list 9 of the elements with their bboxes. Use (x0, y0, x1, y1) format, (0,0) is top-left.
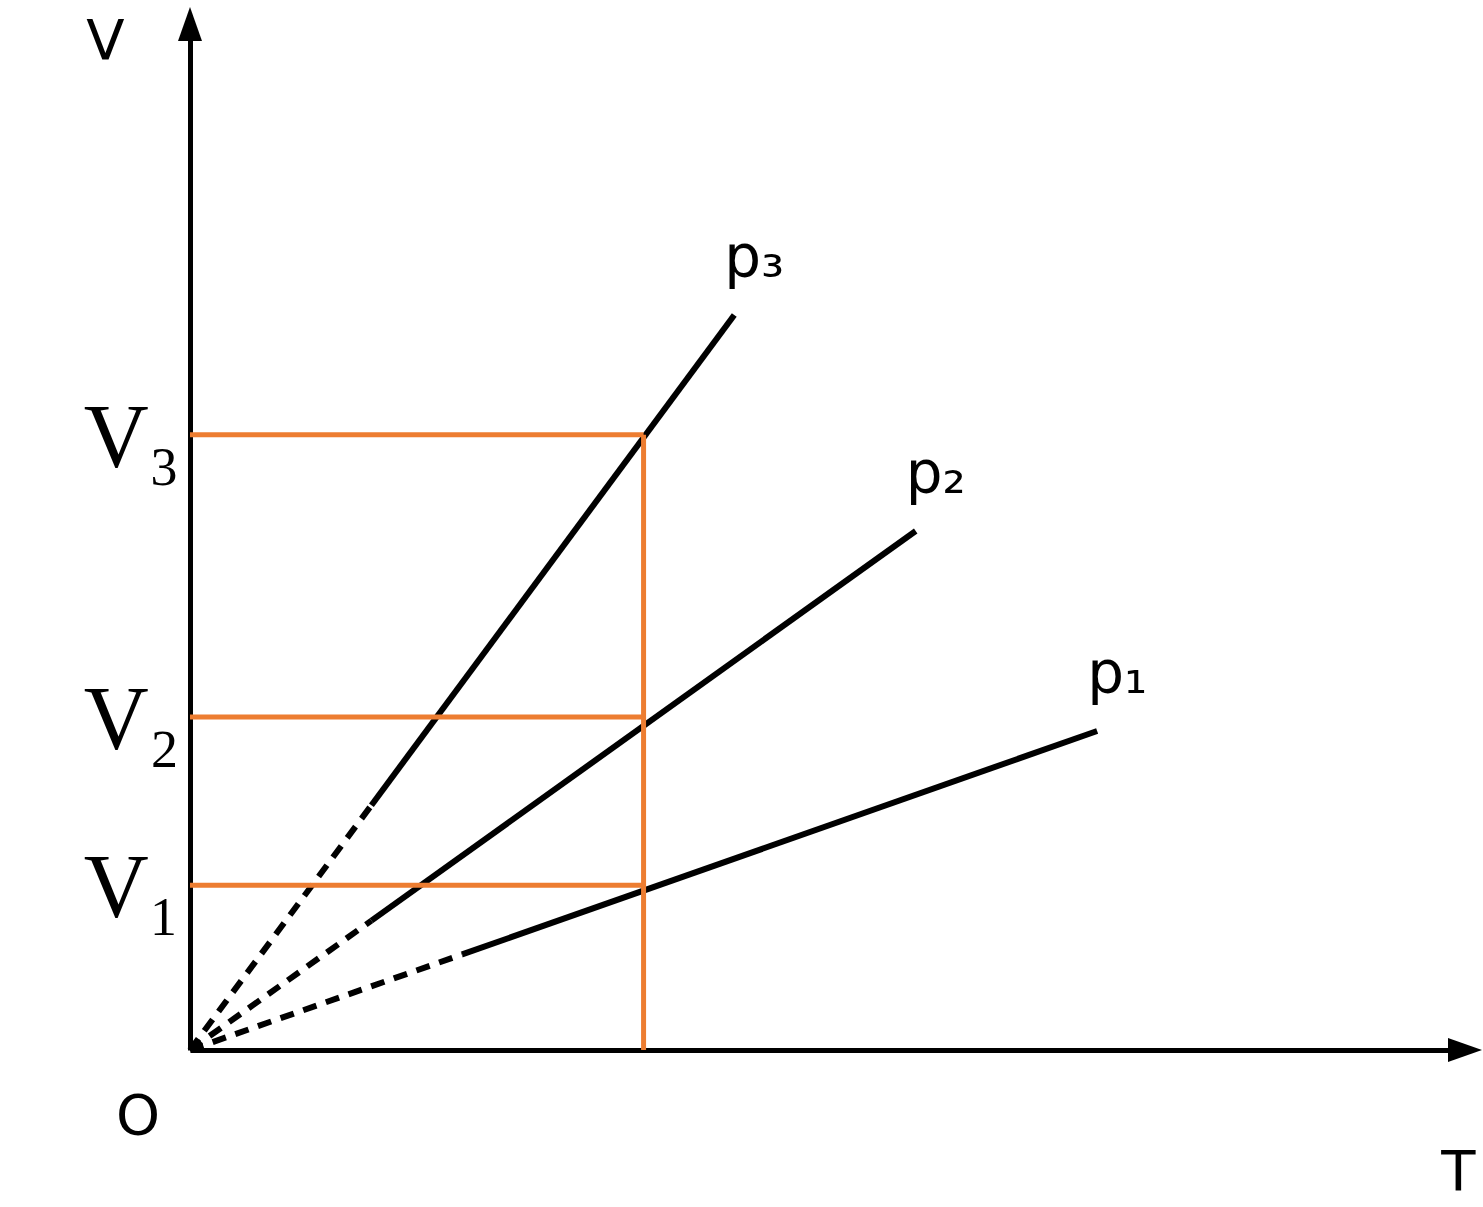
text: O (115, 1082, 160, 1147)
y-axis-title: V (86, 6, 125, 72)
series-label: p₁ (1087, 638, 1148, 707)
series-label: p₂ (905, 439, 966, 508)
text: V₁ (83, 837, 180, 937)
text: V₃ (83, 386, 180, 486)
series-label: p₃ (724, 222, 785, 291)
x-axis-title: T (1440, 1137, 1477, 1203)
text: V₂ (83, 669, 180, 769)
